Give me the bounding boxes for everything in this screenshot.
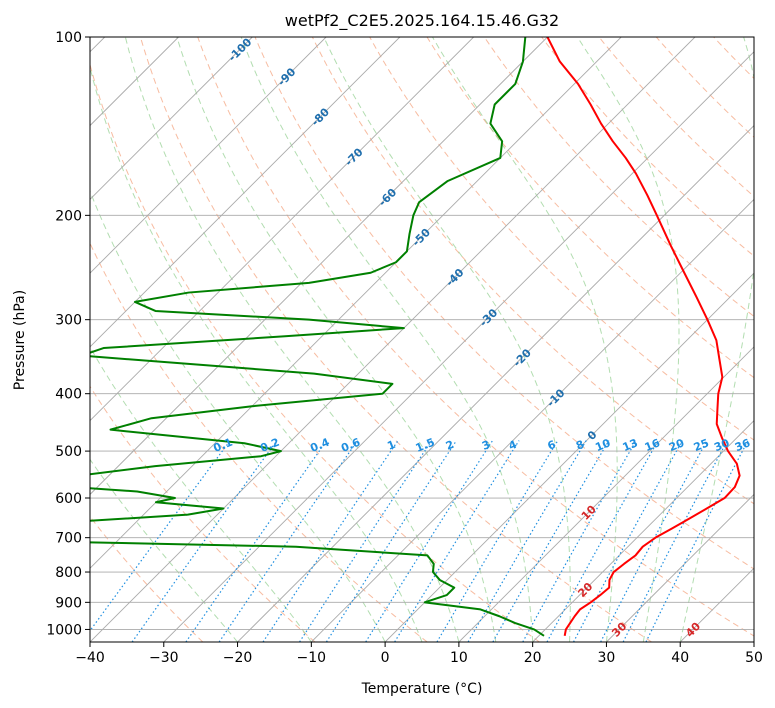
y-tick-label: 800 — [55, 565, 82, 581]
mixing-ratio-line — [522, 440, 637, 642]
y-tick-label: 500 — [55, 444, 82, 460]
mixing-ratio-label: 3 — [480, 438, 492, 453]
moist-adiabat-line — [90, 189, 386, 642]
reference-lines — [90, 37, 754, 642]
x-tick-label: −30 — [149, 650, 179, 666]
moist-adiabat-line — [90, 458, 238, 642]
y-tick-label: 1000 — [46, 622, 82, 638]
y-axis-label: Pressure (hPa) — [12, 290, 28, 390]
dry-adiabat-line — [369, 37, 754, 441]
temperature-line — [546, 37, 741, 636]
moist-adiabat-line — [90, 65, 423, 642]
x-tick-label: 40 — [671, 650, 689, 666]
moist-adiabat-line — [576, 37, 680, 642]
moist-adiabat-line — [323, 37, 571, 642]
mixing-ratio-label: 20 — [667, 436, 686, 454]
y-tick-label: 400 — [55, 387, 82, 403]
dry-adiabat-line — [426, 37, 754, 379]
mixing-ratio-line — [131, 440, 278, 642]
mixing-ratio-line — [365, 440, 494, 642]
mixing-ratio-line — [546, 440, 659, 642]
isotherm-line — [163, 51, 754, 642]
axes: −40 −30 −20 −10 0 10 20 30 40 50 100 200 300 400 500 60… — [46, 30, 763, 666]
mixing-ratio-label: 13 — [621, 436, 640, 454]
dry-adiabat-line — [90, 385, 316, 642]
mixing-ratio-label: 2 — [444, 438, 456, 453]
mixing-ratio-line — [262, 440, 399, 642]
plot-frame — [89, 36, 755, 643]
isotherm-line — [90, 37, 696, 642]
y-tick-label: 600 — [55, 491, 82, 507]
x-tick-label: 0 — [381, 650, 390, 666]
dry-adiabat-line — [254, 37, 754, 570]
mixing-ratio-line — [185, 440, 328, 642]
moist-adiabat-line — [176, 37, 497, 642]
isotherm-line — [237, 124, 754, 642]
mixing-ratio-label: 8 — [574, 438, 586, 453]
isotherm-line — [90, 37, 327, 274]
profile-series — [90, 37, 741, 637]
mixing-ratio-line — [467, 440, 587, 642]
x-tick-label: −20 — [223, 650, 253, 666]
dry-adiabat-line — [139, 37, 652, 642]
mixing-ratio-line — [218, 440, 359, 642]
mixing-ratio-label: 10 — [593, 436, 612, 454]
moist-adiabat-line — [679, 37, 754, 642]
mixing-ratio-label: 16 — [643, 436, 662, 454]
mixing-ratio-line — [573, 440, 683, 642]
mixing-ratio-line — [325, 440, 457, 642]
dry-adiabat-line — [541, 37, 754, 257]
isotherm-line — [90, 37, 622, 569]
mixing-ratio-label: 1 — [385, 438, 397, 453]
dry-adiabat-line — [90, 242, 428, 642]
isotherm-line — [90, 37, 253, 200]
isotherm-line — [606, 493, 754, 642]
mixing-ratio-label: 30 — [712, 436, 731, 454]
x-tick-label: 10 — [450, 650, 468, 666]
dry-adiabat-line — [90, 62, 540, 642]
moist-adiabat-line — [432, 37, 618, 642]
isotherm-line — [384, 272, 754, 642]
mixing-ratio-line — [645, 440, 749, 642]
y-tick-label: 700 — [55, 531, 82, 547]
dry-adiabat-line — [197, 37, 754, 637]
dry-adiabat-line — [483, 37, 754, 318]
mixing-ratio-line — [90, 440, 231, 632]
x-tick-label: 50 — [745, 650, 763, 666]
chart-title: wetPf2_C2E5.2025.164.15.46.G32 — [285, 11, 559, 31]
moist-adiabat-line — [124, 37, 460, 642]
isotherm-line — [311, 198, 754, 642]
mixing-ratio-label: 36 — [733, 436, 752, 454]
x-tick-label: 20 — [524, 650, 542, 666]
x-tick-label: 30 — [598, 650, 616, 666]
y-tick-label: 300 — [55, 313, 82, 329]
isotherm-line — [532, 420, 754, 642]
mixing-ratio-label: 25 — [692, 436, 711, 454]
mixing-ratio-line — [436, 440, 559, 642]
x-tick-label: −10 — [297, 650, 327, 666]
dry-adiabat-line — [598, 37, 754, 198]
mixing-ratio-line — [299, 440, 433, 642]
isotherm-line — [90, 37, 401, 348]
isotherm-line — [458, 346, 754, 642]
isotherm-line — [90, 37, 474, 422]
dewpoint-line — [90, 37, 545, 637]
y-tick-label: 900 — [55, 595, 82, 611]
x-tick-label: −40 — [75, 650, 105, 666]
y-tick-label: 200 — [55, 208, 82, 224]
mixing-ratio-line — [394, 440, 520, 642]
x-axis-label: Temperature (°C) — [361, 681, 483, 697]
y-tick-label: 100 — [55, 30, 82, 46]
moist-adiabat-line — [240, 37, 534, 642]
